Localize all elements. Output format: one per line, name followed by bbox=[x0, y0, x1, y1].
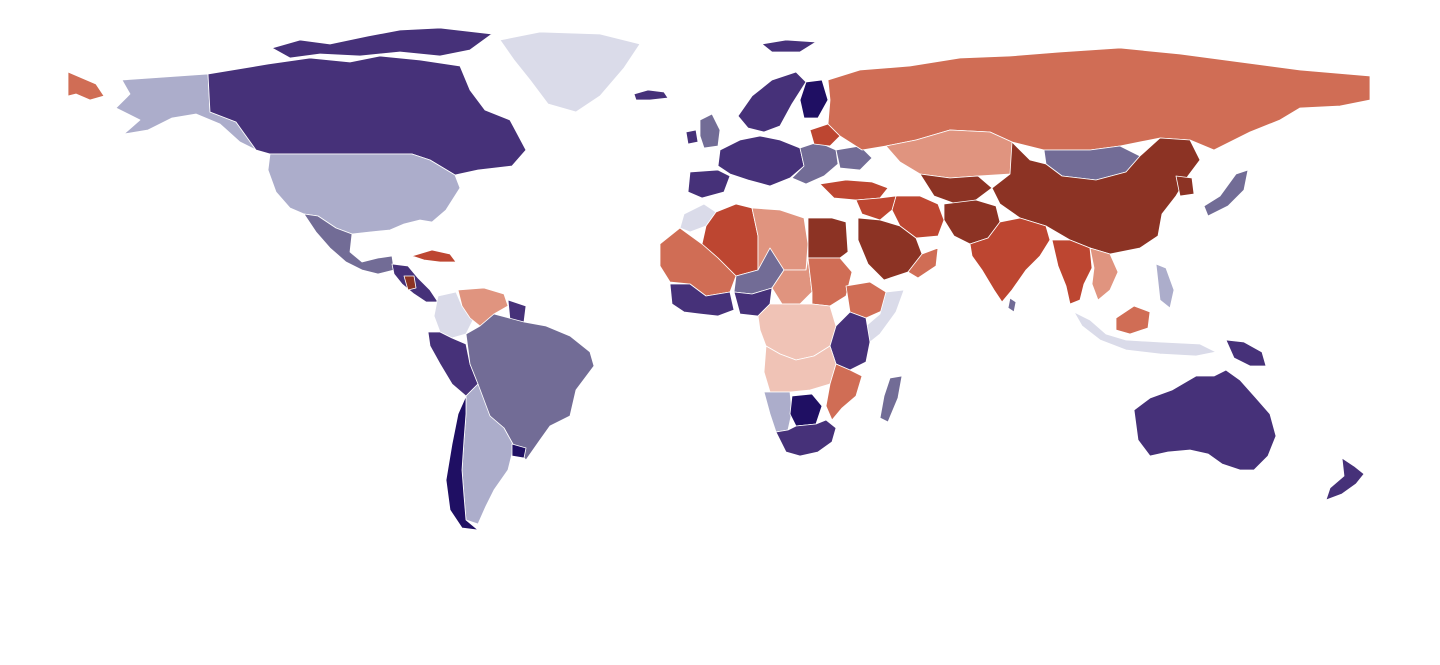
region-iraq-syria bbox=[855, 195, 897, 221]
region-svalbard bbox=[761, 39, 817, 53]
region-somalia bbox=[865, 289, 905, 343]
region-canada bbox=[207, 55, 527, 176]
region-yemen-oman bbox=[907, 247, 939, 279]
region-namibia bbox=[763, 391, 793, 433]
region-nicaragua bbox=[403, 275, 417, 291]
region-iceland bbox=[633, 89, 669, 101]
region-uruguay bbox=[511, 443, 527, 459]
region-turkey bbox=[819, 179, 889, 201]
region-cuba bbox=[411, 249, 457, 263]
region-western-europe bbox=[717, 135, 805, 187]
region-japan bbox=[1203, 169, 1249, 217]
region-greenland bbox=[499, 31, 641, 113]
region-libya bbox=[751, 207, 809, 271]
region-chad bbox=[771, 257, 813, 305]
region-iberia bbox=[687, 169, 731, 199]
region-australia bbox=[1133, 369, 1277, 471]
region-myanmar-thailand bbox=[1051, 239, 1093, 305]
region-united-kingdom bbox=[699, 113, 721, 149]
region-chile bbox=[445, 395, 479, 531]
region-west-africa bbox=[669, 283, 735, 317]
region-russia bbox=[827, 47, 1371, 151]
region-botswana bbox=[789, 393, 823, 427]
region-philippines bbox=[1155, 263, 1175, 309]
region-ukraine bbox=[835, 145, 873, 171]
region-iran bbox=[891, 195, 945, 239]
region-borneo bbox=[1115, 305, 1151, 335]
region-mozambique bbox=[825, 363, 863, 421]
region-central-asia bbox=[919, 173, 993, 205]
region-india bbox=[969, 217, 1051, 303]
region-vietnam-laos bbox=[1089, 247, 1119, 301]
region-sudan bbox=[807, 257, 853, 307]
region-sri-lanka bbox=[1007, 297, 1017, 313]
region-malaysia-indonesia bbox=[1073, 311, 1217, 357]
region-new-zealand bbox=[1325, 457, 1365, 501]
region-canada-arctic-islands bbox=[271, 27, 493, 59]
region-egypt bbox=[807, 217, 849, 259]
region-united-states bbox=[267, 153, 461, 235]
region-scandinavia bbox=[737, 71, 807, 133]
region-north-korea bbox=[1175, 175, 1195, 197]
region-ireland bbox=[685, 129, 699, 145]
region-mexico bbox=[303, 213, 395, 275]
region-papua-new-guinea bbox=[1225, 339, 1267, 367]
region-belarus bbox=[809, 123, 841, 147]
region-chukotka bbox=[67, 71, 105, 101]
region-madagascar bbox=[879, 375, 903, 423]
region-kenya-tanzania bbox=[829, 311, 871, 371]
region-south-africa bbox=[775, 419, 837, 457]
region-finland bbox=[799, 79, 829, 119]
